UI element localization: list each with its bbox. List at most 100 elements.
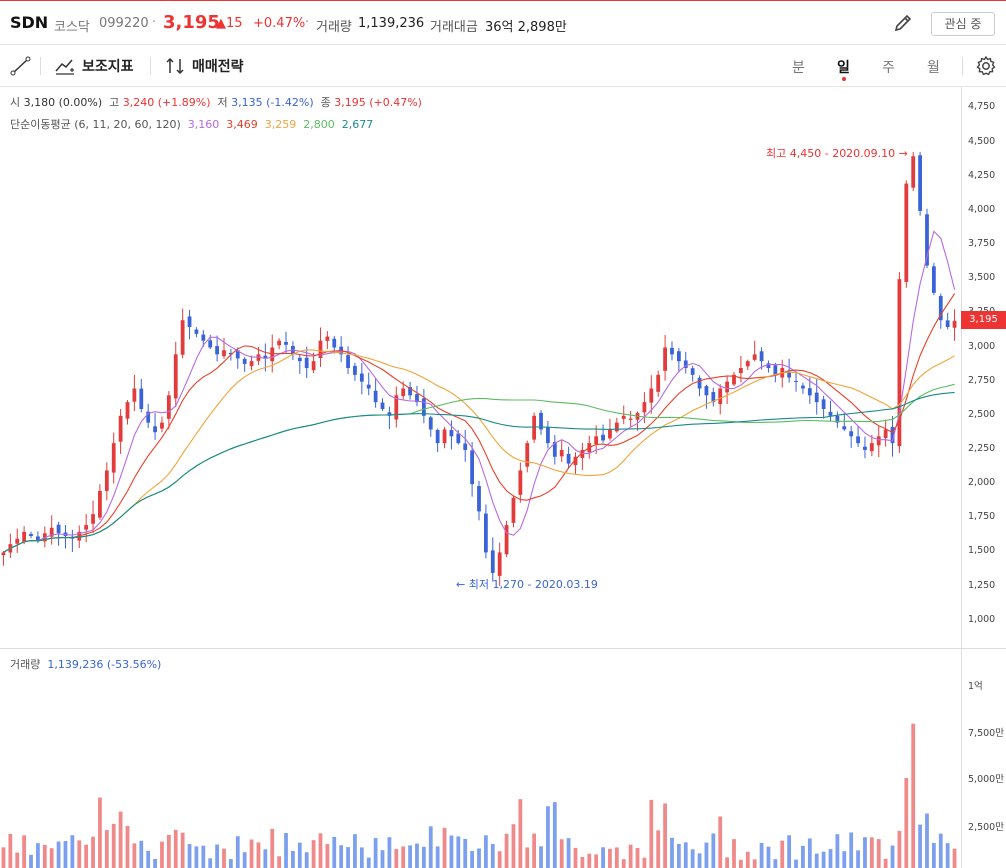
edit-pencil-icon[interactable] bbox=[893, 13, 913, 33]
ma-line-60 bbox=[3, 383, 955, 553]
period-tab-minute[interactable]: 분 bbox=[792, 60, 805, 76]
candle bbox=[125, 402, 130, 419]
volume-bar bbox=[649, 799, 654, 868]
candle bbox=[56, 524, 61, 534]
volume-bar bbox=[153, 859, 157, 868]
volume-bar bbox=[1, 847, 6, 868]
volume-bar bbox=[249, 839, 254, 868]
volume-bar bbox=[614, 847, 619, 868]
candle bbox=[366, 384, 371, 389]
volume-bar bbox=[718, 816, 723, 868]
candle bbox=[15, 538, 20, 544]
strategy-icon[interactable] bbox=[164, 56, 188, 76]
volume-bar bbox=[442, 827, 447, 868]
volume-bar bbox=[222, 848, 226, 868]
volume-bar bbox=[325, 844, 330, 868]
volume-bar bbox=[931, 842, 936, 868]
candle bbox=[270, 347, 275, 362]
volume-bar bbox=[863, 837, 867, 868]
toolbar-divider bbox=[150, 57, 151, 75]
current-price: 3,195 bbox=[163, 12, 220, 33]
price-axis-tick: 4,500 bbox=[968, 135, 996, 147]
candle bbox=[435, 429, 440, 444]
candle bbox=[146, 411, 151, 423]
candle bbox=[304, 357, 309, 368]
volume-bar bbox=[635, 847, 640, 868]
volume-bar bbox=[380, 850, 385, 868]
candle bbox=[814, 392, 819, 403]
volume-bar bbox=[559, 839, 564, 868]
candle bbox=[359, 373, 364, 382]
volume-axis-tick: 1억 bbox=[968, 681, 983, 692]
candle bbox=[718, 388, 723, 405]
ohlc-info: 시 3,180 (0.00%) 고 3,240 (+1.89%) 저 3,135… bbox=[10, 94, 422, 110]
volume-bar bbox=[228, 859, 233, 868]
volume-value: 1,139,236 bbox=[358, 16, 425, 31]
candle bbox=[539, 412, 543, 430]
indicator-icon[interactable] bbox=[54, 56, 76, 76]
ma120-value: 2,677 bbox=[341, 118, 374, 131]
volume-bar bbox=[656, 830, 661, 868]
toolbar-divider bbox=[962, 57, 963, 75]
volume-bar bbox=[794, 859, 798, 868]
price-chart[interactable] bbox=[0, 88, 961, 648]
candle bbox=[387, 412, 392, 416]
volume-bar bbox=[587, 853, 592, 868]
price-axis-tick: 4,000 bbox=[968, 203, 996, 215]
price-axis-tick: 3,500 bbox=[968, 272, 996, 284]
volume-bar bbox=[704, 842, 709, 868]
candle bbox=[1, 552, 6, 556]
amount-value: 36억 2,898만 bbox=[485, 20, 567, 35]
candle bbox=[111, 443, 116, 473]
volume-bar bbox=[732, 839, 736, 868]
candle bbox=[187, 316, 192, 328]
price-axis-tick: 4,250 bbox=[968, 169, 996, 181]
period-tab-month[interactable]: 월 bbox=[927, 60, 940, 76]
period-tab-day[interactable]: 일 bbox=[837, 60, 850, 76]
price-axis-tick: 4,750 bbox=[968, 101, 996, 113]
volume-bar bbox=[828, 849, 833, 868]
candle bbox=[332, 338, 337, 348]
candle bbox=[49, 527, 54, 537]
candle bbox=[228, 352, 233, 355]
candle bbox=[566, 453, 571, 464]
chart-toolbar: 보조지표 매매전략 분 일 주 월 bbox=[0, 45, 1006, 87]
volume-bar bbox=[318, 833, 323, 868]
period-tab-week[interactable]: 주 bbox=[882, 60, 895, 76]
volume-info: 거래량 1,139,236 (-53.56%) bbox=[10, 656, 161, 672]
volume-bar bbox=[366, 857, 371, 868]
volume-bar bbox=[801, 845, 805, 868]
candle bbox=[732, 374, 736, 385]
close-value: 3,195 (+0.47%) bbox=[334, 96, 422, 109]
draw-line-icon[interactable] bbox=[10, 55, 32, 77]
candle bbox=[118, 415, 123, 442]
volume-bar bbox=[146, 850, 151, 868]
volume-bar bbox=[725, 857, 730, 868]
price-axis-tick: 3,750 bbox=[968, 238, 996, 250]
candle bbox=[311, 361, 316, 371]
volume-bar bbox=[339, 845, 344, 868]
volume-bar bbox=[869, 837, 874, 868]
candle bbox=[380, 402, 385, 409]
volume-bar bbox=[56, 841, 61, 868]
volume-bar bbox=[504, 833, 509, 868]
volume-bar bbox=[539, 846, 543, 868]
candle bbox=[766, 363, 771, 368]
volume-chart[interactable] bbox=[0, 672, 961, 868]
volume-bar bbox=[125, 825, 130, 868]
candle bbox=[739, 368, 743, 374]
strategy-button[interactable]: 매매전략 bbox=[192, 59, 244, 75]
watchlist-button[interactable]: 관심 중 bbox=[931, 12, 995, 36]
volume-bar bbox=[745, 851, 750, 868]
market-label: 코스닥 bbox=[54, 20, 90, 35]
candle bbox=[490, 550, 495, 573]
indicators-button[interactable]: 보조지표 bbox=[82, 59, 134, 75]
candle bbox=[456, 433, 461, 444]
stock-name: SDN bbox=[10, 13, 49, 32]
volume-bar bbox=[773, 859, 778, 868]
volume-bar bbox=[235, 836, 240, 868]
settings-gear-icon[interactable] bbox=[975, 55, 997, 77]
volume-bar bbox=[22, 835, 27, 868]
candle bbox=[208, 340, 213, 348]
candle bbox=[794, 380, 798, 382]
